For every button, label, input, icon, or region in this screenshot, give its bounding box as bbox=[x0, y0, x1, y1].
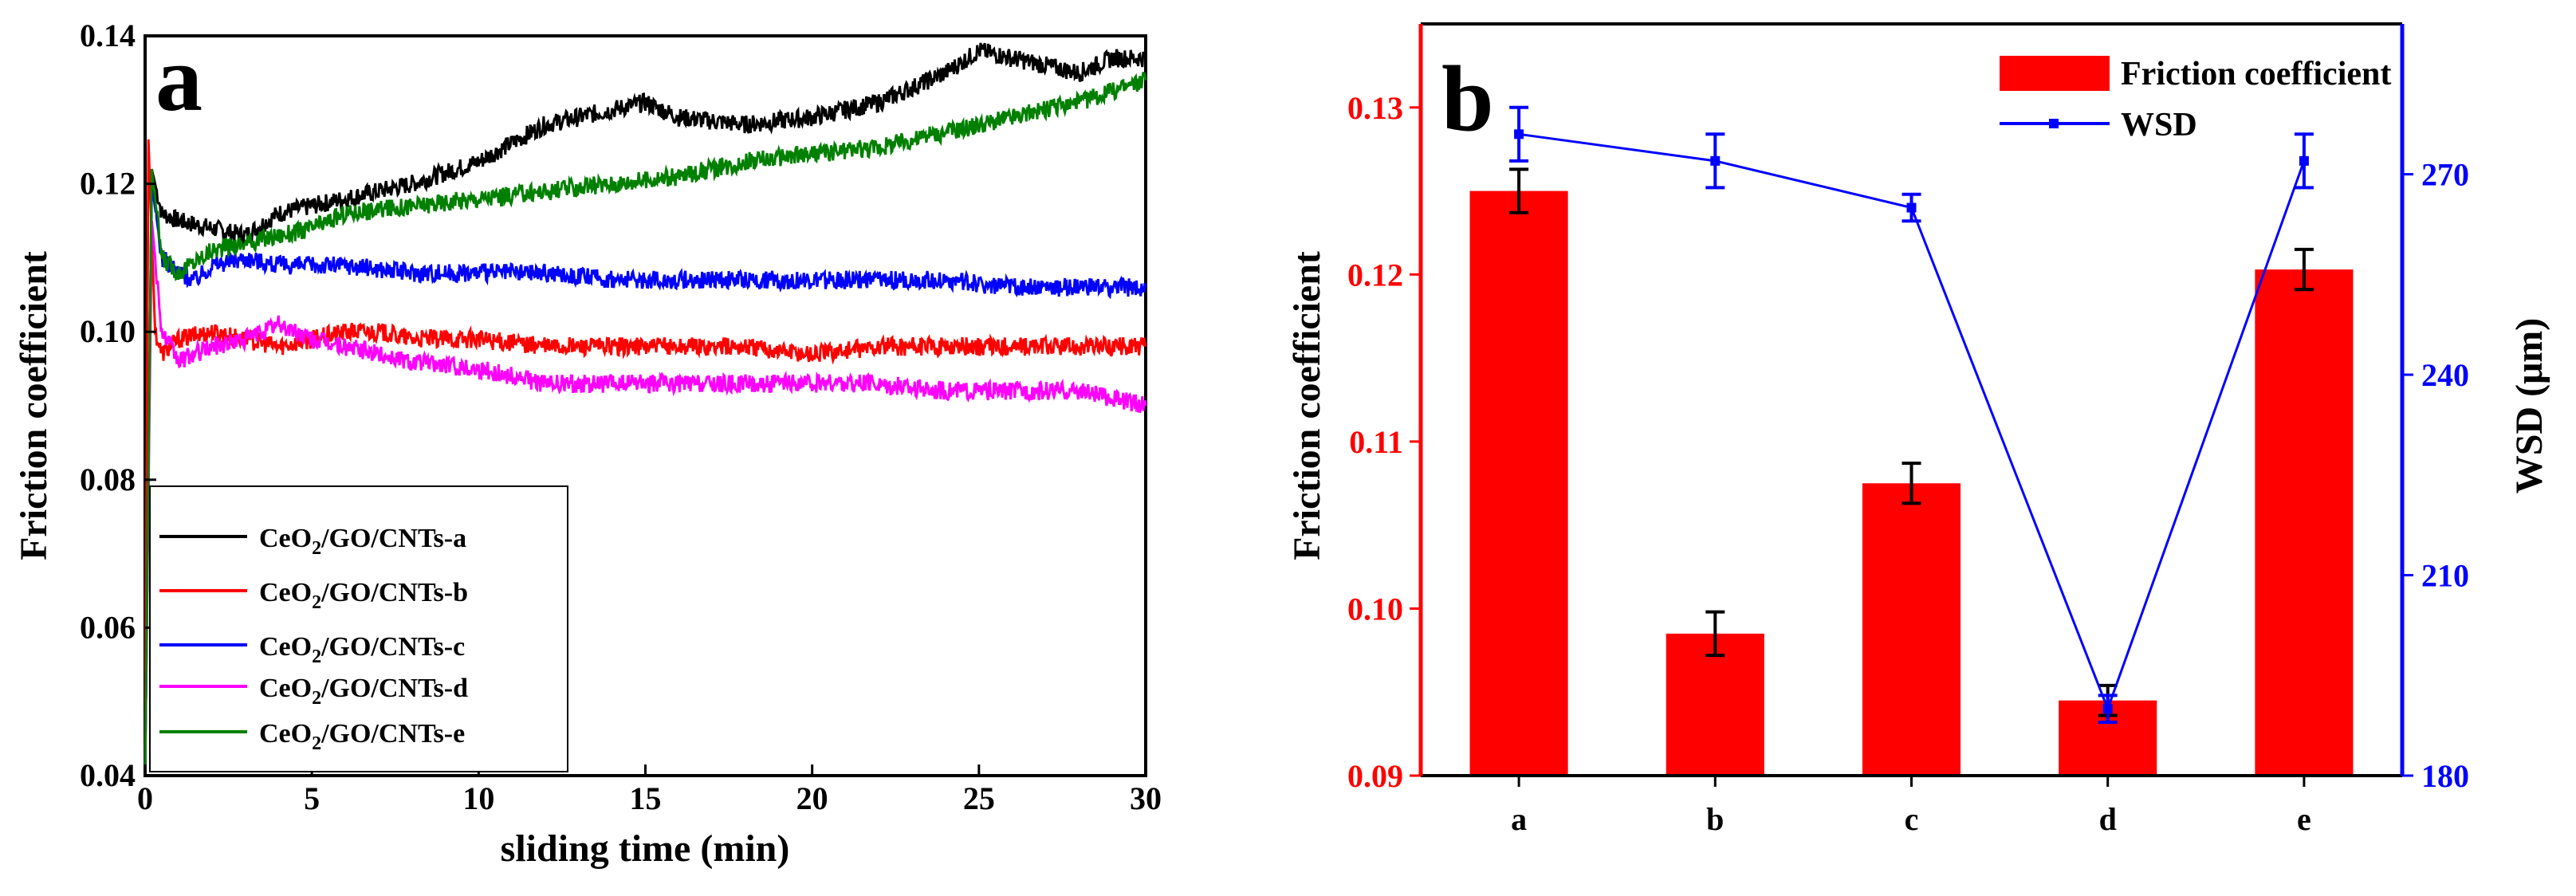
wsd-point-a bbox=[1514, 129, 1524, 140]
x-tick-label: d bbox=[2099, 801, 2117, 837]
svg-text:CeO2/GO/CNTs-c: CeO2/GO/CNTs-c bbox=[259, 632, 465, 667]
x-tick-label: 20 bbox=[796, 780, 828, 816]
legend-label-rest: /GO/CNTs-e bbox=[321, 719, 465, 749]
legend-label-rest: /GO/CNTs-c bbox=[321, 632, 465, 662]
x-tick-label: 10 bbox=[462, 780, 494, 816]
legend-entry-c: CeO2/GO/CNTs-c bbox=[159, 632, 465, 667]
y-tick-label-right: 270 bbox=[2421, 157, 2469, 193]
legend-label-rest: /GO/CNTs-d bbox=[321, 674, 468, 703]
legend-entry-e: CeO2/GO/CNTs-e bbox=[159, 719, 465, 754]
x-tick-label: 30 bbox=[1130, 780, 1162, 816]
y-tick-label-left: 0.13 bbox=[1347, 90, 1403, 126]
x-tick-label: e bbox=[2297, 801, 2311, 837]
y-tick-label: 0.06 bbox=[80, 609, 136, 645]
legend-label-friction: Friction coefficient bbox=[2121, 56, 2391, 92]
panel-b-ylabel-right: WSD (μm) bbox=[2508, 318, 2550, 494]
legend-label-main: CeO bbox=[259, 524, 312, 553]
bar-c bbox=[1862, 483, 1961, 776]
wsd-point-e bbox=[2299, 155, 2309, 166]
legend-label-sub: 2 bbox=[312, 688, 321, 709]
panel-a-ticks: 0 5 10 15 20 25 30 0.04 0.06 0.08 0.10 0.12 0.14 bbox=[80, 18, 1162, 816]
legend-label-sub: 2 bbox=[312, 646, 321, 667]
y-tick-label: 0.14 bbox=[80, 18, 136, 53]
panel-b-bars bbox=[1469, 167, 2354, 776]
legend-entry-d: CeO2/GO/CNTs-d bbox=[159, 674, 468, 709]
svg-text:CeO2/GO/CNTs-d: CeO2/GO/CNTs-d bbox=[259, 674, 468, 709]
panel-a-xlabel: sliding time (min) bbox=[501, 827, 790, 870]
legend-label-main: CeO bbox=[259, 632, 312, 662]
x-tick-label: 15 bbox=[630, 780, 662, 816]
x-tick-label: 25 bbox=[963, 780, 995, 816]
y-tick-label: 0.08 bbox=[80, 462, 136, 497]
bar-e bbox=[2255, 269, 2354, 776]
y-tick-label-right: 240 bbox=[2421, 357, 2469, 393]
y-tick-label-left: 0.11 bbox=[1349, 424, 1403, 460]
panel-a-legend: CeO2/GO/CNTs-a CeO2/GO/CNTs-b CeO2/GO/CN… bbox=[149, 485, 568, 772]
legend-label-wsd: WSD bbox=[2121, 107, 2197, 143]
panel-a-series bbox=[144, 42, 1147, 776]
series-line-e bbox=[144, 72, 1147, 776]
x-tick-label: a bbox=[1511, 801, 1527, 837]
svg-text:CeO2/GO/CNTs-a: CeO2/GO/CNTs-a bbox=[259, 524, 466, 559]
x-tick-label: 0 bbox=[137, 780, 153, 816]
series-line-c bbox=[144, 183, 1147, 776]
svg-text:CeO2/GO/CNTs-e: CeO2/GO/CNTs-e bbox=[259, 719, 465, 754]
legend-label-rest: /GO/CNTs-a bbox=[321, 524, 466, 553]
y-tick-label-right: 210 bbox=[2421, 558, 2469, 594]
legend-label-sub: 2 bbox=[312, 733, 321, 754]
legend-label-main: CeO bbox=[259, 719, 312, 749]
panel-b-ylabel-left: Friction coefficient bbox=[1286, 251, 1328, 560]
bar-b bbox=[1666, 633, 1764, 776]
wsd-point-b bbox=[1710, 155, 1721, 166]
panel-a: 0 5 10 15 20 25 30 0.04 0.06 0.08 0.10 0.12 0.14 a s… bbox=[13, 18, 1162, 870]
panel-b-ticks: a b c d e 0.09 0.10 0.11 0.12 0.13 180 210 240 270 bbox=[1347, 90, 2469, 837]
y-tick-label-left: 0.09 bbox=[1347, 758, 1403, 794]
legend-entry-b: CeO2/GO/CNTs-b bbox=[159, 578, 468, 613]
wsd-point-d bbox=[2102, 704, 2113, 714]
series-line-a bbox=[144, 42, 1147, 776]
legend-label-sub: 2 bbox=[312, 538, 321, 559]
panel-b-label: b bbox=[1441, 46, 1494, 151]
x-tick-label: b bbox=[1706, 801, 1724, 837]
legend-label-main: CeO bbox=[259, 674, 312, 703]
x-tick-label: c bbox=[1905, 801, 1919, 837]
y-tick-label-left: 0.10 bbox=[1347, 591, 1403, 627]
panel-a-label: a bbox=[155, 26, 203, 131]
legend-box bbox=[149, 485, 568, 772]
legend-entry-a: CeO2/GO/CNTs-a bbox=[159, 524, 466, 559]
y-tick-label: 0.12 bbox=[80, 166, 136, 202]
y-tick-label-right: 180 bbox=[2421, 758, 2469, 794]
bar-a bbox=[1469, 191, 1568, 776]
series-line-d bbox=[144, 220, 1147, 776]
legend-marker-wsd bbox=[2049, 119, 2059, 128]
wsd-point-c bbox=[1906, 202, 1917, 213]
legend-label-main: CeO bbox=[259, 578, 312, 607]
legend-swatch-friction bbox=[2000, 56, 2110, 91]
panel-b-legend: Friction coefficient WSD bbox=[2000, 56, 2391, 143]
panel-a-ylabel: Friction coefficient bbox=[13, 251, 55, 560]
x-tick-label: 5 bbox=[304, 780, 320, 816]
y-tick-label: 0.04 bbox=[80, 757, 136, 793]
svg-text:CeO2/GO/CNTs-b: CeO2/GO/CNTs-b bbox=[259, 578, 468, 613]
legend-label-rest: /GO/CNTs-b bbox=[321, 578, 468, 607]
legend-label-sub: 2 bbox=[312, 592, 321, 613]
y-tick-label-left: 0.12 bbox=[1347, 257, 1403, 293]
panel-b-wsd-line bbox=[1509, 105, 2314, 724]
y-tick-label: 0.10 bbox=[80, 313, 136, 349]
